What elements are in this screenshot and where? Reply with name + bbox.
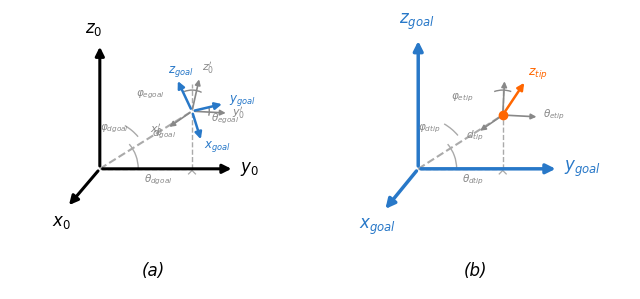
- Text: $d_{tip}$: $d_{tip}$: [466, 129, 484, 143]
- Text: $\theta_{dgoal}$: $\theta_{dgoal}$: [144, 173, 172, 187]
- Text: $y_0'$: $y_0'$: [232, 105, 246, 121]
- Text: $\varphi_{dtip}$: $\varphi_{dtip}$: [418, 123, 441, 135]
- Text: $x_0$: $x_0$: [52, 213, 71, 231]
- Text: $y_{goal}$: $y_{goal}$: [564, 159, 601, 179]
- Text: $y_0$: $y_0$: [240, 160, 259, 178]
- Text: $y_{goal}$: $y_{goal}$: [228, 93, 255, 108]
- Text: $\varphi_{egoal}$: $\varphi_{egoal}$: [136, 88, 165, 101]
- Text: $x_{goal}$: $x_{goal}$: [204, 139, 230, 154]
- Text: $z_{goal}$: $z_{goal}$: [168, 64, 193, 79]
- Text: $\varphi_{dgoal}$: $\varphi_{dgoal}$: [100, 123, 129, 135]
- Text: $\theta_{etip}$: $\theta_{etip}$: [543, 108, 565, 122]
- Text: $\varphi_{etip}$: $\varphi_{etip}$: [451, 92, 474, 104]
- Text: $z_{tip}$: $z_{tip}$: [528, 66, 547, 81]
- Text: $z_{goal}$: $z_{goal}$: [399, 12, 434, 33]
- Text: $z_0$: $z_0$: [85, 20, 103, 38]
- Text: $\theta_{egoal}$: $\theta_{egoal}$: [211, 111, 239, 126]
- Text: $\theta_{dtip}$: $\theta_{dtip}$: [462, 173, 484, 187]
- Text: $x_{goal}$: $x_{goal}$: [359, 217, 396, 237]
- Text: (a): (a): [142, 262, 165, 280]
- Text: $z_0'$: $z_0'$: [202, 60, 214, 76]
- Text: (b): (b): [464, 262, 488, 280]
- Text: $d_{goal}$: $d_{goal}$: [152, 126, 176, 141]
- Text: $x_0'$: $x_0'$: [150, 122, 163, 138]
